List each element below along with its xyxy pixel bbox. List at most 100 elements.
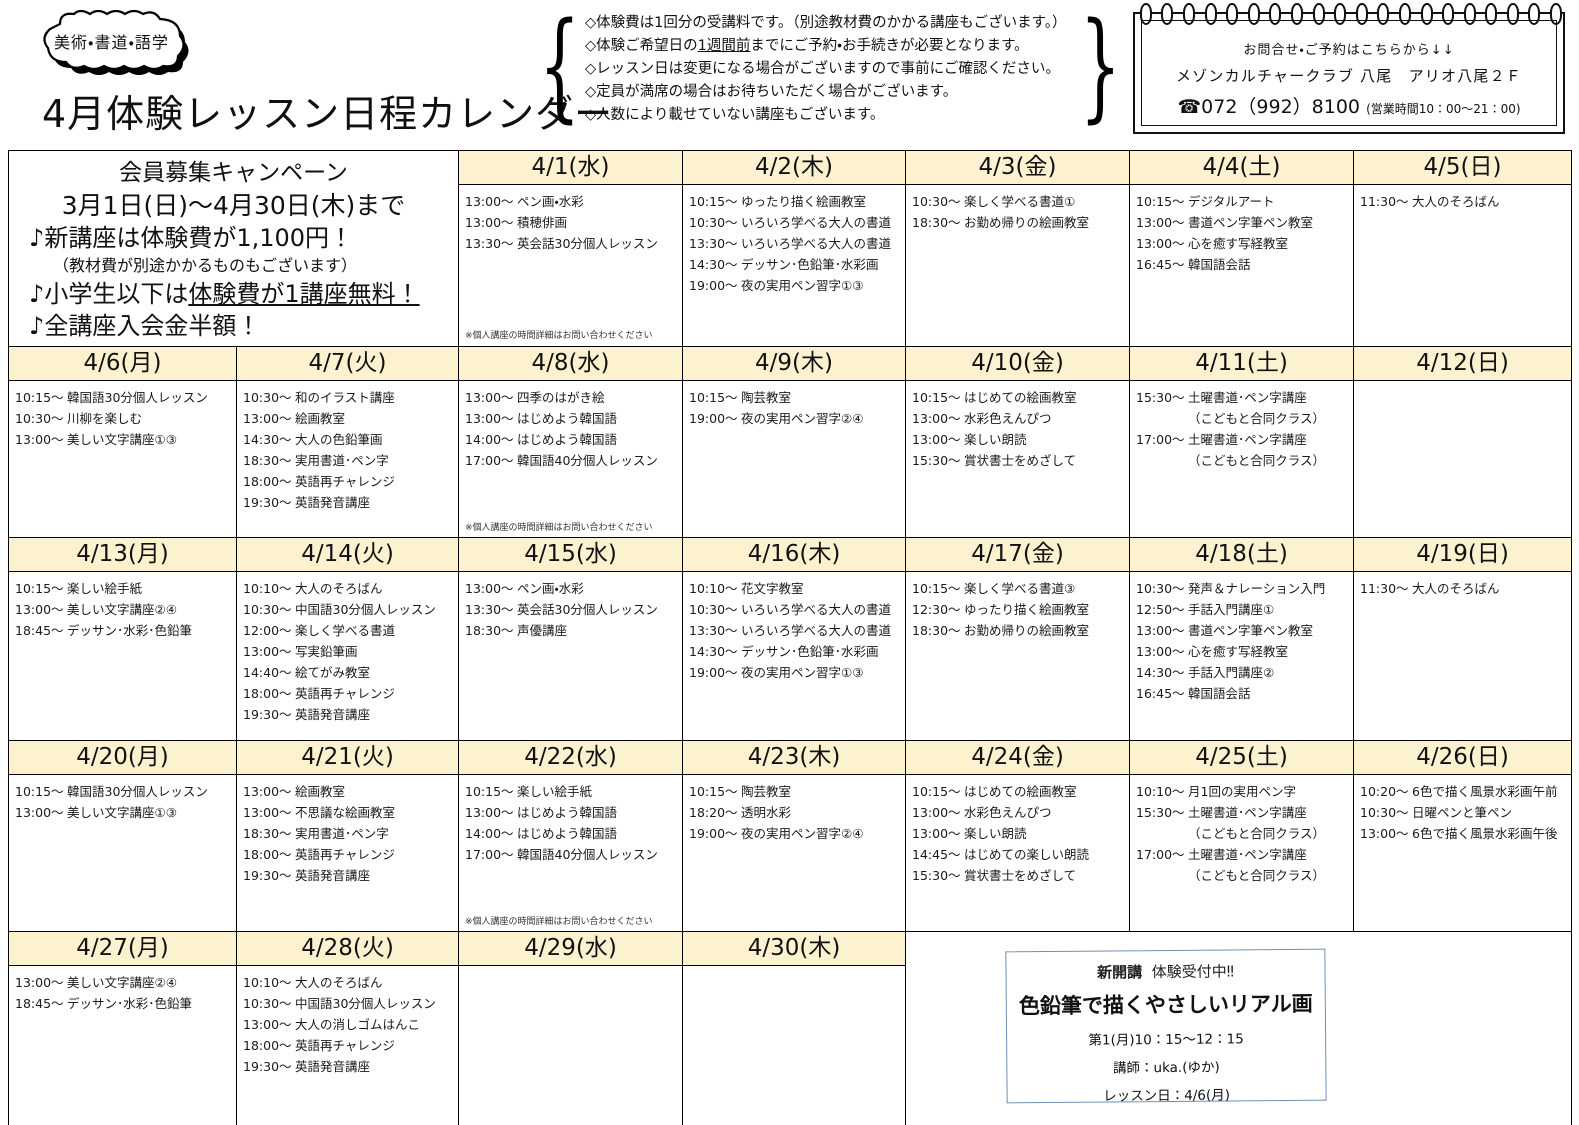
lesson-time: 12:00〜 [243, 623, 292, 638]
day-header: 4/17(金) [905, 537, 1131, 572]
lesson-entry: 13:00〜 心を癒す写経教室 [1136, 641, 1349, 662]
lesson-entry: 13:00〜 6色で描く風景水彩画午後 [1360, 823, 1567, 844]
day-header: 4/18(土) [1129, 537, 1355, 572]
lesson-entry: （こどもと合同クラス） [1136, 865, 1349, 886]
day-cell: 10:10〜 月1回の実用ペン字 15:30〜 土曜書道･ペン字講座 （こどもと合同クラ… [1129, 774, 1355, 932]
lesson-entry: 15:30〜 土曜書道･ペン字講座 [1136, 387, 1349, 408]
lesson-time: 14:00〜 [465, 432, 514, 447]
lesson-entry: 13:00〜 積穂俳画 [465, 212, 678, 233]
day-cell [458, 965, 684, 1125]
lesson-entry: 13:00〜 美しい文字講座②④ [15, 972, 232, 993]
lesson-entry: （こどもと合同クラス） [1136, 450, 1349, 471]
day-header: 4/9(木) [682, 346, 907, 381]
lesson-name: 写実鉛筆画 [295, 644, 358, 659]
lesson-time: 19:00〜 [689, 411, 738, 426]
lesson-name: 手話入門講座① [1188, 602, 1275, 617]
lesson-name: お勤め帰りの絵画教室 [964, 623, 1090, 638]
day-header: 4/28(火) [235, 931, 460, 966]
lesson-time: 13:00〜 [15, 975, 64, 990]
day-header: 4/2(木) [682, 150, 907, 185]
campaign-block: 会員募集キャンペーン 3月1日(日)〜4月30日(木)まで ♪新講座は体験費が1,1… [9, 151, 458, 346]
lesson-time: 10:15〜 [15, 581, 64, 596]
contact-phone[interactable]: 072（992）8100 [1201, 96, 1361, 118]
lesson-entry: 18:30〜 実用書道･ペン字 [243, 823, 454, 844]
notice-line: ◇人数により載せていない講座もございます。 [585, 107, 885, 123]
notice-line: ◇体験費は1回分の受講料です。（別途教材費のかかる講座もございます。） [585, 15, 1067, 31]
lesson-entry: 14:40〜 絵てがみ教室 [243, 662, 454, 683]
lesson-entry: 10:20〜 6色で描く風景水彩画午前 [1360, 781, 1567, 802]
lesson-name: 韓国語30分個人レッスン [67, 784, 208, 799]
lesson-name: はじめよう韓国語 [517, 826, 618, 841]
lesson-name: 大人の消しゴムはんこ [295, 1017, 421, 1032]
ring-icon [1420, 3, 1433, 25]
day-cell: 10:15〜 はじめての絵画教室 13:00〜 水彩色えんぴつ 13:00〜 楽しい朗読 1… [905, 774, 1131, 932]
lesson-entry: 14:45〜 はじめての楽しい朗読 [912, 844, 1125, 865]
day-cell: 10:15〜 楽しい絵手紙 13:00〜 はじめよう韓国語 14:00〜 はじめよう韓国語… [458, 774, 684, 932]
lesson-name: 花文字教室 [741, 581, 804, 596]
lesson-entry: 13:30〜 いろいろ学べる大人の書道 [689, 620, 901, 641]
lesson-entry: 10:30〜 中国語30分個人レッスン [243, 993, 454, 1014]
lesson-name: 積穂俳画 [517, 215, 568, 230]
lesson-entry: 12:50〜 手話入門講座① [1136, 599, 1349, 620]
day-header: 4/15(水) [458, 537, 684, 572]
ring-icon [1463, 3, 1476, 25]
promo-instructor: 講師：uka.(ゆか) [1112, 1059, 1220, 1077]
promo-schedule: 第1(月)10：15〜12：15 [1088, 1031, 1244, 1049]
lesson-name: 楽しい絵手紙 [517, 784, 593, 799]
day-events: 10:10〜 月1回の実用ペン字 15:30〜 土曜書道･ペン字講座 （こどもと合同クラ… [1130, 775, 1353, 931]
day-events: 10:30〜 楽しく学べる書道① 18:30〜 お勤め帰りの絵画教室 [906, 185, 1129, 345]
notice-line: ◇レッスン日は変更になる場合がございますので事前にご確認ください。 [585, 61, 1060, 77]
lesson-name: デッサン･水彩･色鉛筆 [67, 623, 193, 638]
lesson-name: 大人のそろばん [1412, 581, 1500, 596]
lesson-entry: 10:15〜 ゆったり描く絵画教室 [689, 191, 901, 212]
lesson-name: いろいろ学べる大人の書道 [741, 623, 892, 638]
lesson-entry: 13:00〜 美しい文字講座①③ [15, 429, 232, 450]
day-cell: 10:15〜 楽しい絵手紙 13:00〜 美しい文字講座②④ 18:45〜 デッサン･水彩… [8, 571, 237, 741]
lesson-name: 賞状書士をめざして [964, 868, 1077, 883]
lesson-name: はじめよう韓国語 [517, 432, 618, 447]
lesson-entry: 19:30〜 英語発音講座 [243, 1056, 454, 1077]
day-cell: 13:00〜 四季のはがき絵 13:00〜 はじめよう韓国語 14:00〜 はじめよう韓国… [458, 380, 684, 538]
day-events: 11:30〜 大人のそろばん [1354, 185, 1571, 345]
lesson-time: 13:00〜 [243, 784, 292, 799]
day-header: 4/29(水) [458, 931, 684, 966]
promo-lesson-date: レッスン日：4/6(月) [1103, 1087, 1231, 1105]
lesson-name: 心を癒す写経教室 [1188, 236, 1289, 251]
lesson-entry: 13:00〜 水彩色えんぴつ [912, 408, 1125, 429]
lesson-name: 英語発音講座 [295, 1059, 371, 1074]
lesson-name: デッサン･色鉛筆･水彩画 [741, 257, 879, 272]
lesson-time: 14:00〜 [465, 826, 514, 841]
day-header: 4/6(月) [8, 346, 237, 381]
lesson-time: 15:30〜 [1136, 390, 1185, 405]
lesson-time: 13:00〜 [1136, 623, 1185, 638]
promo-badge: 新開講 [1097, 963, 1143, 982]
lesson-name: 楽しく学べる書道 [295, 623, 396, 638]
lesson-entry: 12:00〜 楽しく学べる書道 [243, 620, 454, 641]
lesson-name: 韓国語会話 [1188, 686, 1251, 701]
lesson-time: 10:30〜 [689, 215, 738, 230]
lesson-name: 楽しい絵手紙 [67, 581, 143, 596]
ring-icon [1334, 3, 1347, 25]
lesson-entry: 10:15〜 韓国語30分個人レッスン [15, 387, 232, 408]
day-cell: 10:15〜 ゆったり描く絵画教室 10:30〜 いろいろ学べる大人の書道 13:30〜… [682, 184, 907, 347]
day-cell [682, 965, 907, 1125]
lesson-entry: 14:00〜 はじめよう韓国語 [465, 429, 678, 450]
day-header: 4/19(日) [1353, 537, 1573, 572]
contact-phone-line: ☎072（992）8100 (営業時間10：00〜21：00) [1142, 92, 1556, 119]
lesson-time: 18:45〜 [15, 623, 64, 638]
lesson-entry: 12:30〜 ゆったり描く絵画教室 [912, 599, 1125, 620]
day-cell: 10:10〜 花文字教室 10:30〜 いろいろ学べる大人の書道 13:30〜 いろいろ学… [682, 571, 907, 741]
lesson-entry: 18:30〜 お勤め帰りの絵画教室 [912, 212, 1125, 233]
lesson-entry: 19:30〜 英語発音講座 [243, 865, 454, 886]
day-events: 10:15〜 はじめての絵画教室 13:00〜 水彩色えんぴつ 13:00〜 楽しい朗読 1… [906, 775, 1129, 931]
lesson-time: 18:00〜 [243, 474, 292, 489]
lesson-entry: 18:30〜 実用書道･ペン字 [243, 450, 454, 471]
promo-badge-tail: 体験受付中‼ [1151, 962, 1235, 982]
lesson-time: 13:30〜 [465, 602, 514, 617]
contact-hours: (営業時間10：00〜21：00) [1366, 102, 1521, 116]
day-events: 10:15〜 韓国語30分個人レッスン 13:00〜 美しい文字講座①③ [9, 775, 236, 931]
lesson-time: 11:30〜 [1360, 581, 1409, 596]
lesson-name: 日曜ペンと筆ペン [1412, 805, 1513, 820]
lesson-entry: 17:00〜 土曜書道･ペン字講座 [1136, 844, 1349, 865]
lesson-name: 夜の実用ペン習字②④ [741, 826, 864, 841]
